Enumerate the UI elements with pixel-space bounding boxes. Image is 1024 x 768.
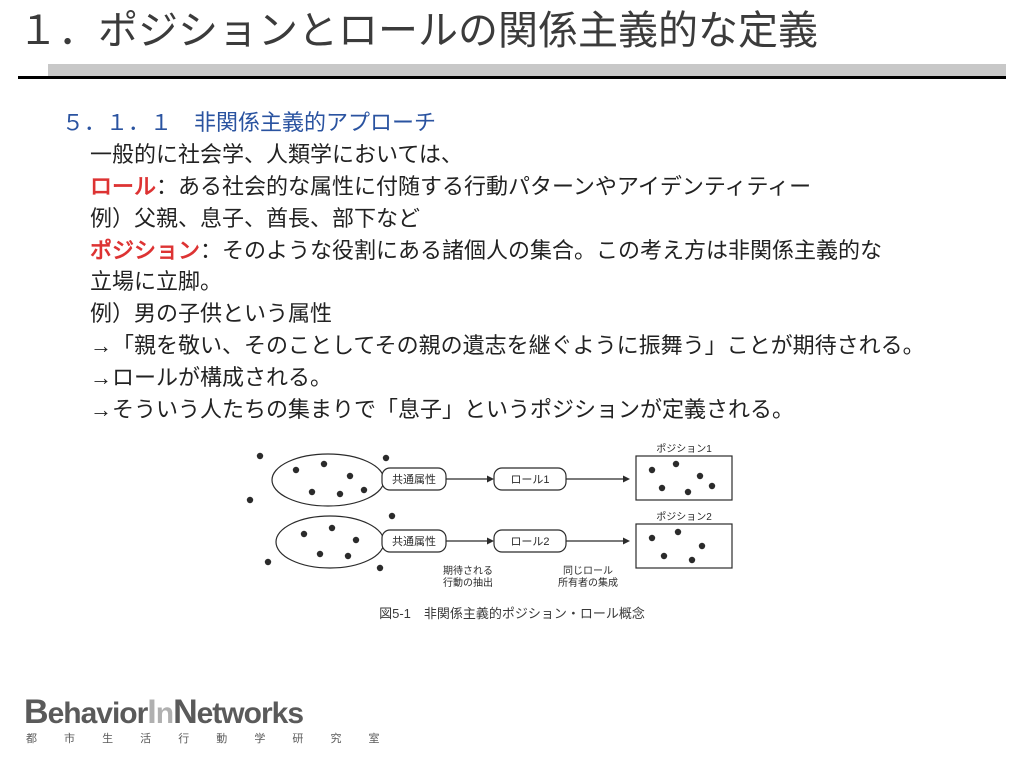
body-line: 立場に立脚。 [90, 266, 984, 298]
logo-text: ehavior [48, 697, 148, 730]
svg-text:ロール1: ロール1 [510, 474, 549, 486]
keyword-role: ロール [90, 174, 156, 199]
slide-title: １．ポジションとロールの関係主義的な定義 [18, 6, 1006, 56]
svg-text:ロール2: ロール2 [510, 536, 549, 548]
keyword-position: ポジション [90, 238, 200, 263]
logo-letter: B [24, 693, 48, 731]
body-line: ロール：ある社会的な属性に付随する行動パターンやアイデンティティー [90, 171, 984, 203]
concept-diagram: 共通属性共通属性ロール1ロール2ポジション1ポジション2期待される行動の抽出同じ… [232, 442, 792, 622]
logo-text: n [156, 697, 173, 730]
logo-letter: I [147, 693, 155, 731]
body-text: ５．１．１ 非関係主義的アプローチ 一般的に社会学、人類学においては、 ロール：… [0, 79, 1024, 426]
svg-text:同じロール: 同じロール [563, 565, 613, 577]
diagram-caption: 図5-1 非関係主義的ポジション・ロール概念 [232, 603, 792, 622]
svg-text:ポジション1: ポジション1 [656, 443, 712, 455]
title-rule [18, 64, 1006, 79]
svg-text:共通属性: 共通属性 [392, 472, 436, 486]
body-text-span: ：ある社会的な属性に付随する行動パターンやアイデンティティー [156, 174, 811, 199]
body-line: 例）父親、息子、酋長、部下など [90, 203, 984, 235]
body-line: →ロールが構成される。 [90, 362, 984, 394]
body-line: 一般的に社会学、人類学においては、 [90, 139, 984, 171]
svg-text:共通属性: 共通属性 [392, 534, 436, 548]
svg-text:期待される: 期待される [443, 564, 493, 577]
footer-logo: BehaviorInNetworks 都 市 生 活 行 動 学 研 究 室 [24, 693, 392, 746]
logo-subtitle: 都 市 生 活 行 動 学 研 究 室 [24, 730, 392, 746]
body-text-span: ：そのような役割にある諸個人の集合。この考え方は非関係主義的な [200, 238, 882, 263]
body-line: →そういう人たちの集まりで「息子」というポジションが定義される。 [90, 394, 984, 426]
svg-text:所有者の集成: 所有者の集成 [558, 576, 618, 589]
body-line: ポジション：そのような役割にある諸個人の集合。この考え方は非関係主義的な [90, 235, 984, 267]
body-line: 例）男の子供という属性 [90, 298, 984, 330]
logo-letter: N [173, 693, 197, 731]
body-line: →「親を敬い、そのことしてその親の遺志を継ぐように振舞う」ことが期待される。 [90, 330, 984, 362]
svg-text:行動の抽出: 行動の抽出 [443, 576, 493, 589]
logo-text: etworks [197, 697, 303, 730]
svg-text:ポジション2: ポジション2 [656, 511, 712, 523]
section-heading: ５．１．１ 非関係主義的アプローチ [62, 107, 984, 139]
